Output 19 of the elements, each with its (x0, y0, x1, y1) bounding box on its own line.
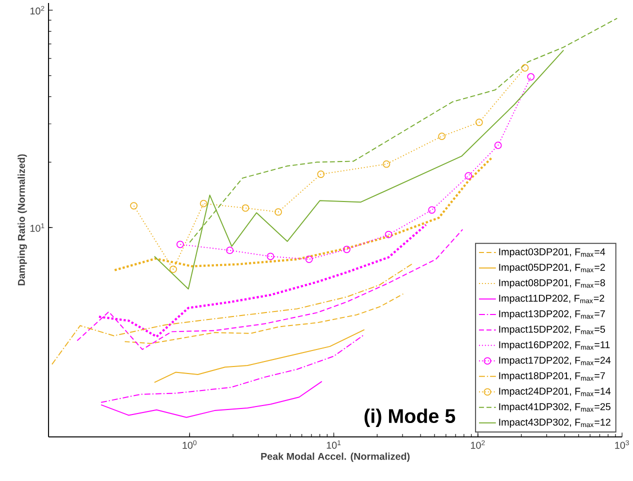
x-tick-label: 10$^{3}$ (615, 440, 629, 449)
legend-label: Impact16DP202, F$_{max}$=11 (499, 341, 610, 350)
annotation: (i) Mode 5 (364, 408, 456, 427)
legend-label: Impact15DP202, F$_{max}$=5 (499, 326, 605, 334)
x-tick-label: 10$^{1}$ (326, 440, 341, 449)
legend-label: Impact11DP202, F$_{max}$=2 (499, 294, 604, 304)
y-axis-title: Damping Ratio (Normalized) (18, 154, 27, 286)
legend-label: Impact17DP202, F$_{max}$=24 (499, 356, 611, 366)
legend-label: Impact03DP201, F$_{max}$=4 (499, 248, 606, 258)
x-axis-title: Peak Modal Accel. (Normalized) (261, 452, 410, 462)
legend-label: Impact13DP202, F$_{max}$=7 (499, 310, 605, 319)
legend-label: Impact05DP201, F$_{max}$=2 (499, 264, 605, 273)
legend-label: Impact41DP302, F$_{max}$=25 (499, 402, 610, 412)
legend-label: Impact08DP201, F$_{max}$=8 (499, 279, 605, 288)
x-tick-label: 10$^{2}$ (471, 440, 485, 449)
legend-label: Impact24DP201, F$_{max}$=14 (499, 388, 611, 396)
legend-label: Impact43DP302, F$_{max}$=12 (499, 418, 610, 428)
legend-label: Impact18DP201, F$_{max}$=7 (499, 372, 605, 381)
x-tick-label: 10$^{0}$ (182, 440, 197, 449)
